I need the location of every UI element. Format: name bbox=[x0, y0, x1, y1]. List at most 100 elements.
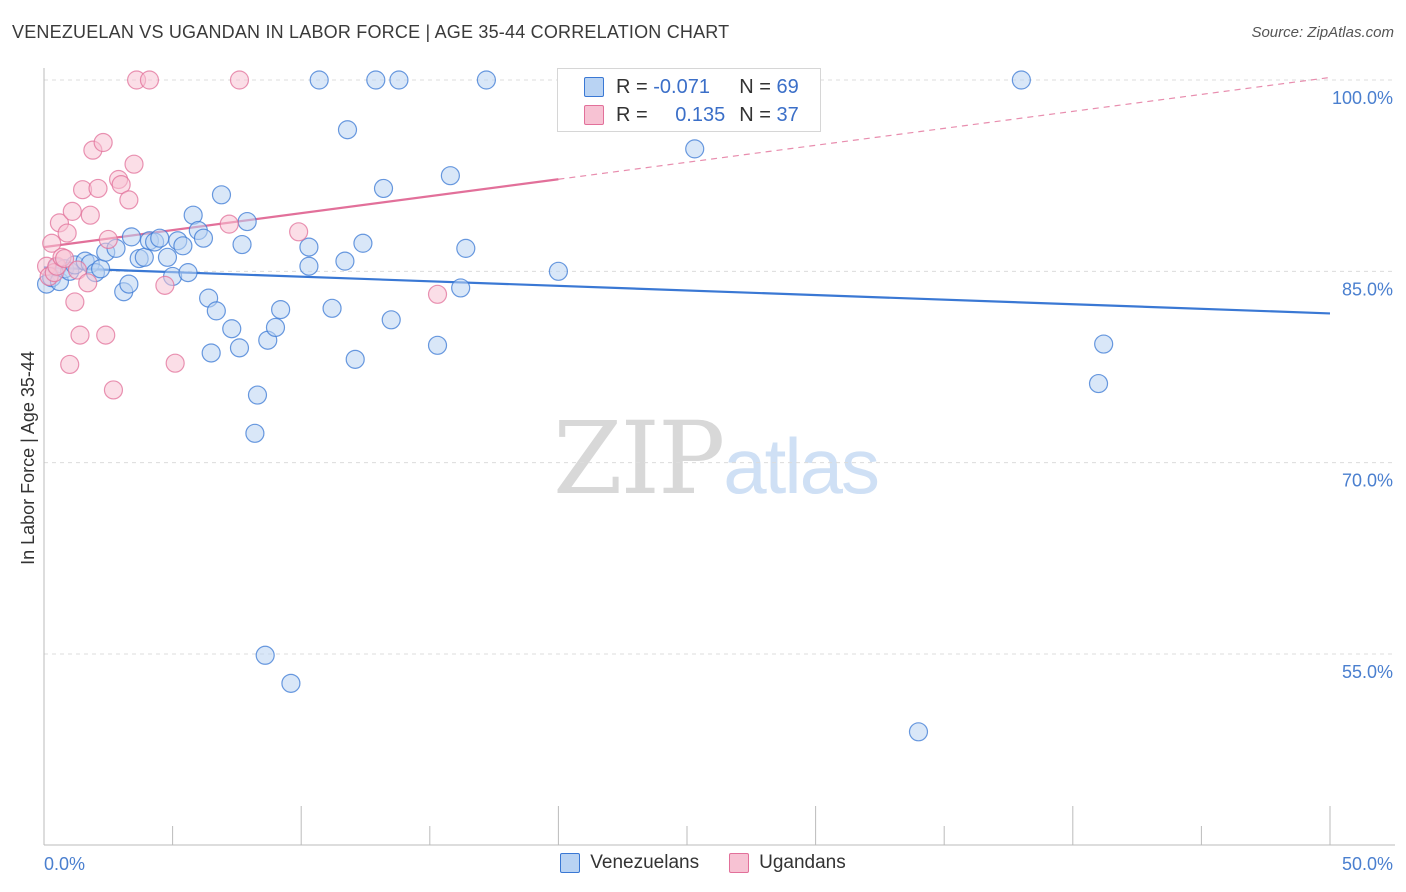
tick-labels: 55.0% 70.0% 85.0% 100.0% 0.0% 50.0% bbox=[44, 88, 1393, 874]
legend-r-value: -0.071 bbox=[653, 75, 710, 98]
legend-n-value: 69 bbox=[776, 75, 799, 98]
trend-line-ugandans-extrapolated bbox=[558, 76, 1331, 180]
point-venezuelans bbox=[345, 349, 365, 369]
point-venezuelans bbox=[451, 278, 471, 298]
trend-line-venezuelans bbox=[43, 266, 1331, 315]
legend-swatch-blue bbox=[584, 77, 604, 97]
point-venezuelans bbox=[119, 274, 139, 294]
point-venezuelans bbox=[281, 673, 301, 693]
point-ugandans bbox=[165, 353, 185, 373]
y-tick-label: 70.0% bbox=[1342, 471, 1393, 491]
point-venezuelans bbox=[193, 228, 214, 248]
y-tick-label: 55.0% bbox=[1342, 662, 1393, 682]
correlation-legend: R = -0.071 N = 69 R = 0.135 N = 37 bbox=[557, 68, 821, 132]
point-ugandans bbox=[70, 325, 90, 345]
chart-title: VENEZUELAN VS UGANDAN IN LABOR FORCE | A… bbox=[12, 22, 730, 42]
point-venezuelans bbox=[456, 238, 476, 258]
point-venezuelans bbox=[1094, 334, 1114, 354]
point-ugandans bbox=[67, 260, 88, 280]
point-venezuelans bbox=[232, 234, 252, 255]
point-venezuelans bbox=[150, 228, 170, 248]
point-venezuelans bbox=[237, 211, 257, 232]
legend-swatch-pink bbox=[729, 853, 750, 873]
point-venezuelans bbox=[201, 343, 221, 363]
axes bbox=[43, 68, 1395, 846]
legend-r-value: 0.135 bbox=[675, 103, 726, 126]
y-tick-label: 85.0% bbox=[1342, 279, 1393, 299]
point-venezuelans bbox=[427, 335, 448, 355]
point-venezuelans bbox=[245, 423, 265, 443]
legend-r-label: R = bbox=[616, 75, 648, 98]
point-ugandans bbox=[96, 325, 116, 345]
point-venezuelans bbox=[373, 178, 394, 199]
point-ugandans bbox=[62, 201, 82, 221]
point-venezuelans bbox=[353, 233, 373, 253]
point-venezuelans bbox=[908, 722, 929, 742]
legend-label-ugandans: Ugandans bbox=[759, 852, 846, 873]
legend-n-label: N = bbox=[739, 75, 771, 98]
point-ugandans bbox=[57, 223, 77, 243]
watermark: ZIPatlas bbox=[553, 400, 880, 517]
point-venezuelans bbox=[206, 301, 226, 321]
legend-row-venezuelans: R = -0.071 N = 69 bbox=[558, 73, 799, 101]
source-label: Source: ZipAtlas.com bbox=[1251, 24, 1394, 41]
point-venezuelans bbox=[90, 259, 111, 279]
point-ugandans bbox=[219, 214, 239, 234]
point-venezuelans bbox=[1011, 70, 1031, 90]
x-tick-label: 50.0% bbox=[1342, 854, 1393, 874]
point-venezuelans bbox=[121, 227, 142, 247]
point-venezuelans bbox=[322, 298, 342, 318]
x-tick-label: 0.0% bbox=[44, 854, 85, 874]
point-venezuelans bbox=[685, 139, 705, 159]
point-ugandans bbox=[119, 190, 139, 210]
series-legend: Venezuelans Ugandans bbox=[0, 852, 1406, 874]
data-points bbox=[36, 70, 1114, 742]
point-venezuelans bbox=[1088, 373, 1109, 394]
point-ugandans bbox=[229, 70, 250, 90]
y-tick-label: 100.0% bbox=[1332, 88, 1393, 108]
point-venezuelans bbox=[229, 338, 250, 358]
point-venezuelans bbox=[548, 261, 569, 281]
point-venezuelans bbox=[440, 166, 460, 186]
point-ugandans bbox=[111, 174, 131, 195]
point-ugandans bbox=[88, 178, 108, 199]
point-venezuelans bbox=[247, 385, 268, 405]
watermark-zip: ZIP bbox=[553, 400, 725, 517]
point-venezuelans bbox=[271, 300, 291, 320]
point-venezuelans bbox=[389, 70, 409, 90]
legend-r-label: R = bbox=[616, 103, 648, 126]
point-ugandans bbox=[65, 292, 85, 312]
point-venezuelans bbox=[157, 247, 178, 267]
point-ugandans bbox=[98, 229, 118, 250]
point-ugandans bbox=[54, 248, 75, 269]
legend-label-venezuelans: Venezuelans bbox=[590, 852, 700, 873]
point-venezuelans bbox=[309, 70, 329, 90]
legend-row-ugandans: R = 0.135 N = 37 bbox=[558, 101, 799, 129]
watermark-atlas: atlas bbox=[723, 422, 880, 510]
point-venezuelans bbox=[265, 317, 286, 338]
point-venezuelans bbox=[173, 236, 193, 256]
point-ugandans bbox=[103, 380, 124, 400]
point-ugandans bbox=[155, 275, 175, 295]
point-ugandans bbox=[78, 273, 98, 293]
point-venezuelans bbox=[337, 120, 358, 140]
point-venezuelans bbox=[255, 645, 275, 665]
point-ugandans bbox=[139, 70, 160, 90]
point-ugandans bbox=[42, 233, 62, 253]
point-ugandans bbox=[289, 222, 309, 242]
grid-lines bbox=[44, 79, 1395, 655]
legend-n-value: 37 bbox=[776, 103, 799, 126]
point-venezuelans bbox=[299, 256, 319, 276]
legend-swatch-blue bbox=[560, 853, 581, 873]
point-ugandans bbox=[80, 205, 100, 225]
point-ugandans bbox=[427, 284, 448, 304]
point-ugandans bbox=[60, 354, 80, 375]
point-venezuelans bbox=[476, 70, 496, 90]
legend-n-label: N = bbox=[739, 103, 771, 126]
point-venezuelans bbox=[222, 319, 242, 339]
y-axis-label: In Labor Force | Age 35-44 bbox=[18, 351, 38, 565]
point-venezuelans bbox=[134, 247, 154, 267]
point-ugandans bbox=[124, 154, 144, 174]
point-venezuelans bbox=[366, 70, 386, 90]
point-venezuelans bbox=[381, 310, 401, 330]
